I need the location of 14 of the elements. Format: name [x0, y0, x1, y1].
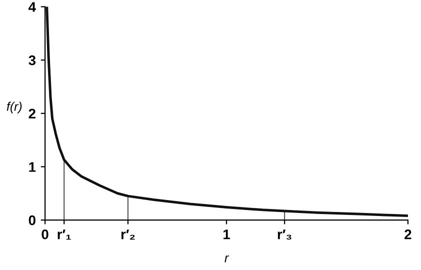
x-tick-label: 2	[404, 229, 412, 240]
y-tick-label: 3	[28, 55, 36, 66]
y-tick-label: 2	[28, 108, 36, 118]
y-tick-label: 0	[28, 215, 36, 226]
x-tick-label: r′₁	[58, 230, 71, 240]
x-tick-label: r′₃	[278, 230, 292, 240]
x-tick-label: 0	[42, 229, 48, 240]
x-tick-label: 1	[224, 230, 230, 240]
line-series	[46, 6, 408, 218]
y-axis-title: f(r)	[6, 102, 22, 114]
x-tick-label: r′₂	[121, 230, 135, 240]
x-axis-title: r	[224, 255, 229, 262]
y-tick-label: 1	[29, 162, 36, 172]
y-tick-label: 4	[28, 2, 36, 12]
